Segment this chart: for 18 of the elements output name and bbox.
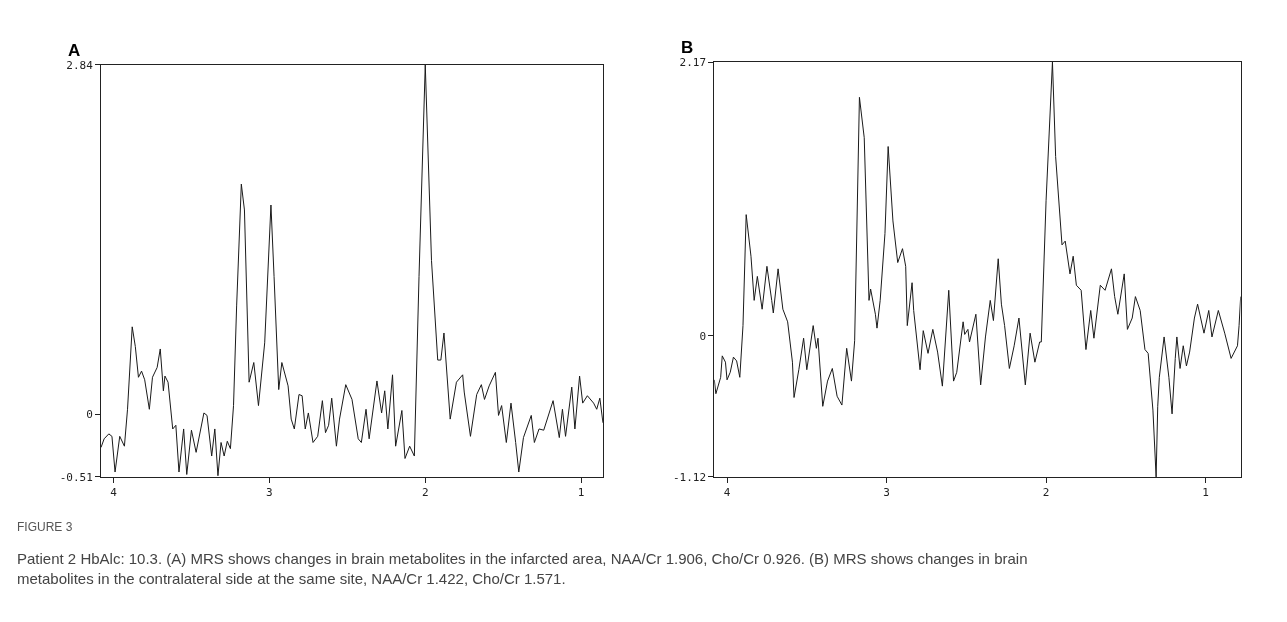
y-tick-label: 0	[699, 329, 707, 343]
text: Patient 2 HbAlc: 10.3. (A) MRS shows changes in brain metabolites in the infarcted area, NAA/Cr 1.906, Cho/Cr 0.926. (B) MRS shows changes in brain metabolites in the contralateral side at the same site, NAA/Cr 1.422, Cho/Cr 1.571.	[17, 550, 1028, 587]
x-tick-label: 4	[110, 486, 118, 500]
y-tick-label: -0.51	[59, 470, 93, 484]
caption: FIGURE 3	[17, 520, 73, 534]
y-tick-label: 0	[86, 408, 93, 422]
y-tick-label: 2.84	[66, 58, 94, 72]
x-tick-label: 2	[421, 486, 429, 500]
x-tick-label: 3	[266, 486, 273, 500]
x-tick-label: 4	[723, 486, 731, 500]
x-tick-label: 3	[883, 486, 890, 500]
y-tick-label: -1.12	[672, 470, 707, 484]
chart-title: B	[681, 38, 694, 57]
y-tick-label: 2.17	[679, 55, 707, 69]
x-tick-label: 1	[1202, 486, 1209, 500]
x-tick-label: 1	[577, 486, 585, 500]
chart-title: A	[68, 41, 81, 60]
x-tick-label: 2	[1042, 486, 1050, 500]
